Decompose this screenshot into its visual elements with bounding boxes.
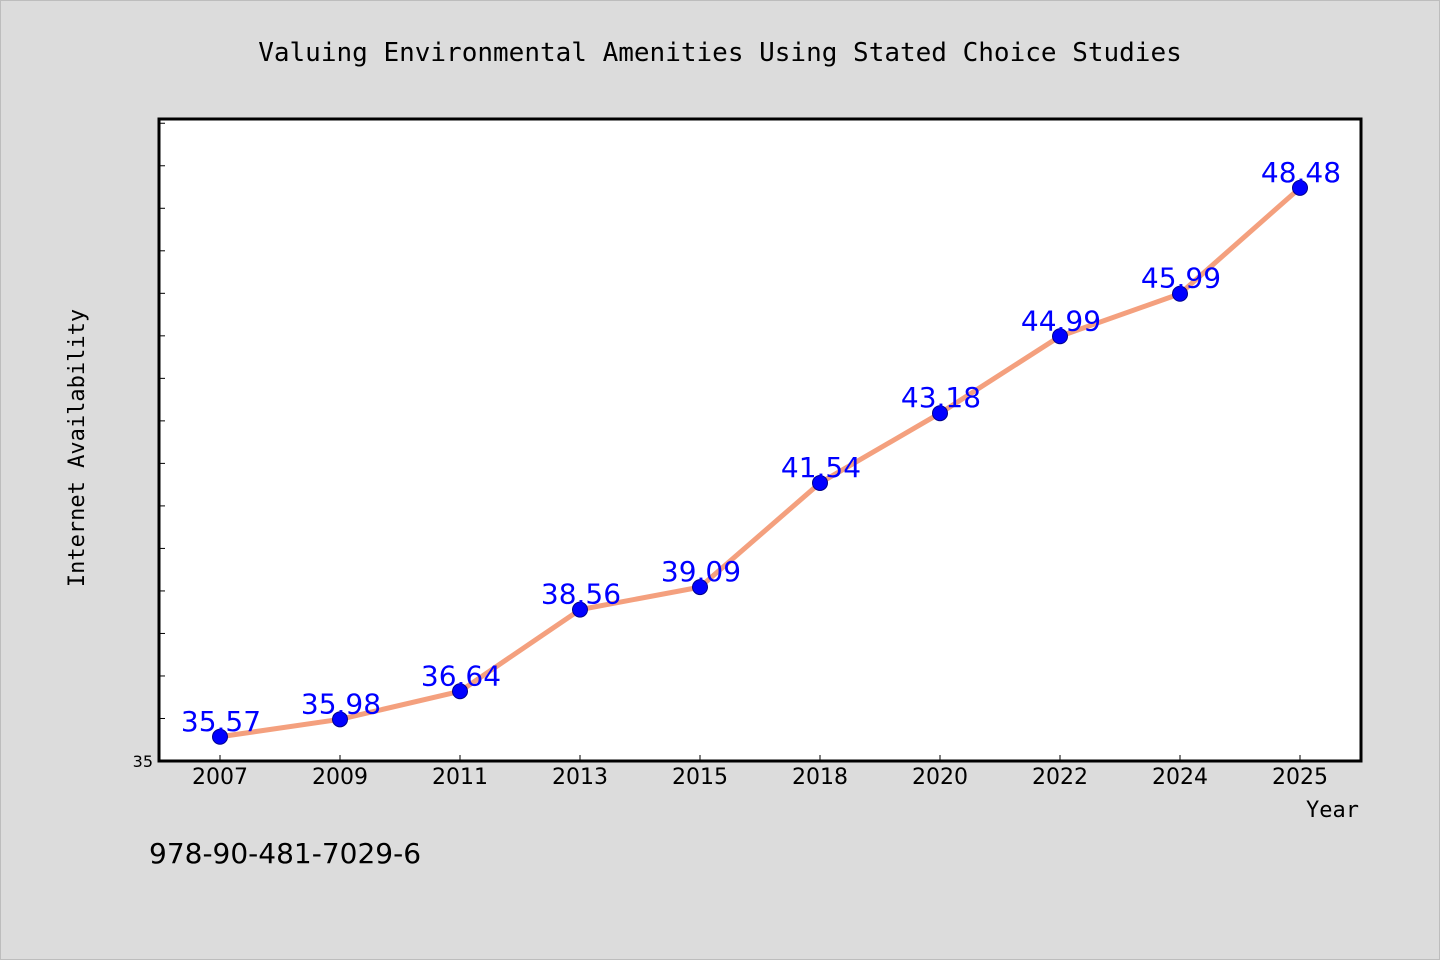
data-label: 45.99 (1141, 262, 1221, 295)
y-axis-ticks: 35 (133, 122, 165, 771)
chart-title: Valuing Environmental Amenities Using St… (258, 38, 1182, 68)
data-point (572, 601, 588, 618)
data-label-layer: 35.57 35.98 36.64 38.56 39.09 41.54 43.18 44.99… (181, 156, 1341, 738)
x-tick-label: 2013 (552, 765, 608, 790)
data-point (332, 711, 348, 728)
series-line (217, 185, 1303, 740)
data-label: 41.54 (781, 451, 861, 484)
x-tick-label: 2007 (192, 765, 248, 790)
data-point (1052, 328, 1068, 345)
plot-area (157, 117, 1363, 763)
x-axis-label: Year (1306, 798, 1359, 823)
x-tick-label: 2022 (1032, 765, 1088, 790)
data-label: 35.98 (301, 687, 381, 720)
series-layer (217, 185, 1303, 740)
data-point (692, 579, 708, 596)
y-axis-label: Internet Availability (65, 309, 90, 587)
x-tick-label: 2009 (312, 765, 368, 790)
data-point (1172, 285, 1188, 302)
data-point (812, 474, 828, 491)
data-label: 44.99 (1021, 304, 1101, 337)
data-label: 36.64 (421, 659, 501, 692)
data-point (932, 405, 948, 422)
data-label: 48.48 (1261, 156, 1341, 189)
footnote: 978-90-481-7029-6 (149, 837, 421, 870)
x-tick-label: 2024 (1152, 765, 1208, 790)
point-layer (212, 179, 1308, 745)
data-label: 38.56 (541, 578, 621, 611)
x-tick-label: 2020 (912, 765, 968, 790)
x-tick-label: 2015 (672, 765, 728, 790)
data-label: 43.18 (901, 381, 981, 414)
x-tick-label: 2018 (792, 765, 848, 790)
data-point (452, 683, 468, 700)
data-label: 35.57 (181, 705, 261, 738)
data-point (212, 728, 228, 745)
data-label: 39.09 (661, 555, 741, 588)
y-tick-label: 35 (133, 752, 153, 771)
x-tick-label: 2011 (432, 765, 488, 790)
x-tick-label: 2025 (1272, 765, 1328, 790)
x-axis-ticks: 2007 2009 2011 2013 2015 2018 2020 2022 2024 2025 (192, 755, 1328, 790)
data-point (1292, 179, 1308, 196)
